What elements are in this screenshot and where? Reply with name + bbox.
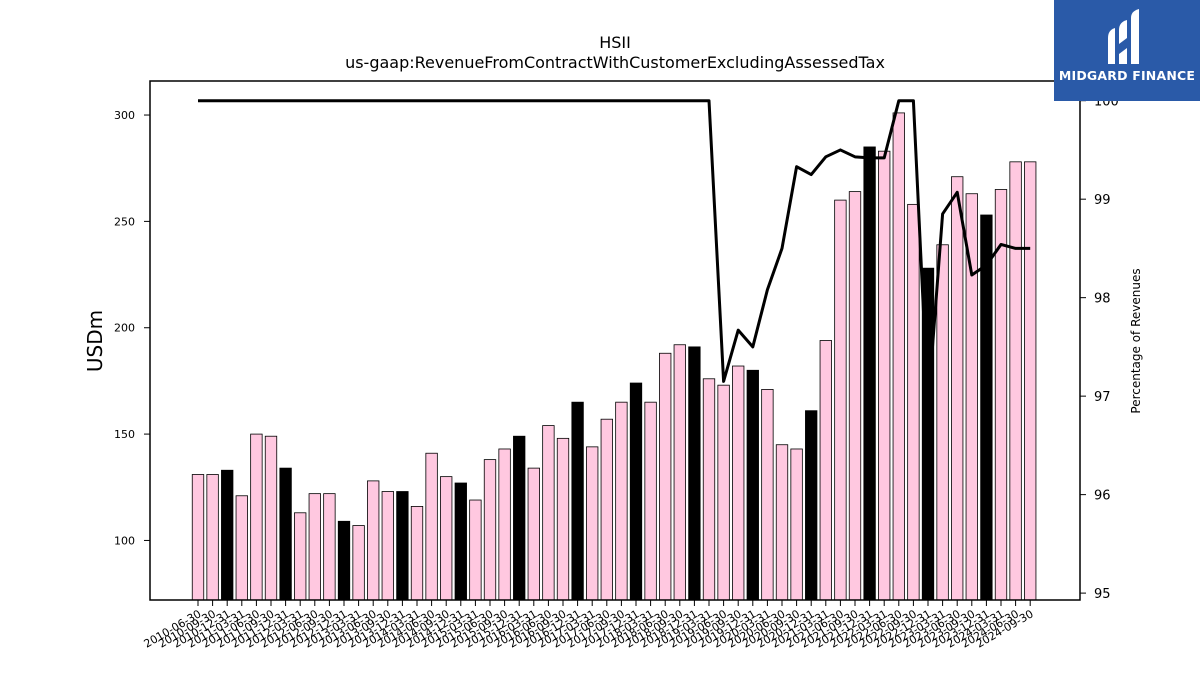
y2-tick-label: 97: [1094, 390, 1111, 405]
percentage-line: [198, 99, 1031, 408]
bar: [425, 452, 438, 601]
bar: [323, 493, 336, 601]
x-axis: 2010-06-302010-09-302010-12-312011-03-31…: [142, 600, 1036, 651]
bar: [410, 506, 424, 601]
bar: [629, 382, 643, 601]
bar: [556, 437, 570, 601]
bar: [279, 467, 292, 601]
bar: [294, 512, 307, 601]
bar: [732, 365, 745, 601]
bar: [746, 369, 759, 601]
y-tick-label: 150: [114, 428, 135, 441]
bar: [673, 344, 686, 601]
bar: [878, 150, 891, 601]
y-axis-label: USDm: [83, 310, 107, 372]
y2-tick-label: 98: [1094, 292, 1111, 307]
plot-frame: [149, 80, 1081, 601]
bar: [761, 389, 774, 601]
midgard-logo-icon: [1108, 9, 1139, 64]
bar: [206, 474, 219, 601]
bar: [454, 482, 467, 601]
bar: [659, 352, 672, 601]
bar: [688, 346, 701, 601]
bar: [936, 244, 949, 601]
y-tick-label: 300: [114, 109, 135, 122]
bar: [527, 467, 540, 601]
bar: [805, 410, 818, 601]
bar: [951, 176, 964, 601]
bar: [615, 401, 628, 601]
bar: [352, 525, 365, 601]
bar: [1009, 161, 1022, 601]
bar: [483, 459, 497, 601]
bar: [396, 491, 409, 601]
bar: [644, 401, 657, 601]
brand-logo: MIDGARD FINANCE: [1054, 0, 1200, 101]
bar: [834, 199, 847, 601]
bar: [440, 476, 453, 601]
bar: [717, 384, 730, 601]
bar: [892, 112, 905, 601]
y2-axis-label: Percentage of Revenues: [1129, 268, 1143, 413]
bar: [790, 448, 803, 601]
y2-tick-label: 95: [1094, 587, 1111, 602]
bar: [381, 491, 394, 601]
bar: [907, 203, 920, 601]
bar: [819, 340, 832, 601]
bar: [250, 433, 263, 601]
y-tick-label: 200: [114, 322, 135, 335]
bar: [586, 446, 599, 601]
chart-title: HSII: [599, 33, 631, 52]
brand-name: MIDGARD FINANCE: [1058, 68, 1196, 83]
bar: [498, 448, 511, 601]
bar: [264, 435, 278, 601]
y-axis-left: 100 150 200 250 300: [114, 109, 150, 547]
bar: [775, 444, 789, 601]
y-tick-label: 250: [114, 215, 135, 228]
bar: [702, 378, 716, 601]
bar: [308, 493, 321, 601]
bar: [337, 520, 351, 601]
y2-tick-label: 99: [1094, 193, 1111, 208]
y-tick-label: 100: [114, 534, 135, 547]
bar: [191, 474, 205, 601]
chart-subtitle: us-gaap:RevenueFromContractWithCustomerE…: [345, 53, 885, 72]
bar: [571, 401, 584, 601]
bar: [542, 425, 555, 601]
bar: [367, 480, 380, 601]
bar: [863, 146, 876, 601]
bar: [600, 418, 613, 601]
bar: [513, 435, 526, 601]
bar: [221, 469, 234, 601]
y2-tick-label: 96: [1094, 489, 1111, 504]
bar: [1024, 161, 1037, 601]
bars-group: [191, 112, 1037, 601]
bar: [469, 499, 482, 601]
bar: [848, 191, 862, 601]
bar: [980, 214, 993, 601]
bar: [235, 495, 248, 601]
